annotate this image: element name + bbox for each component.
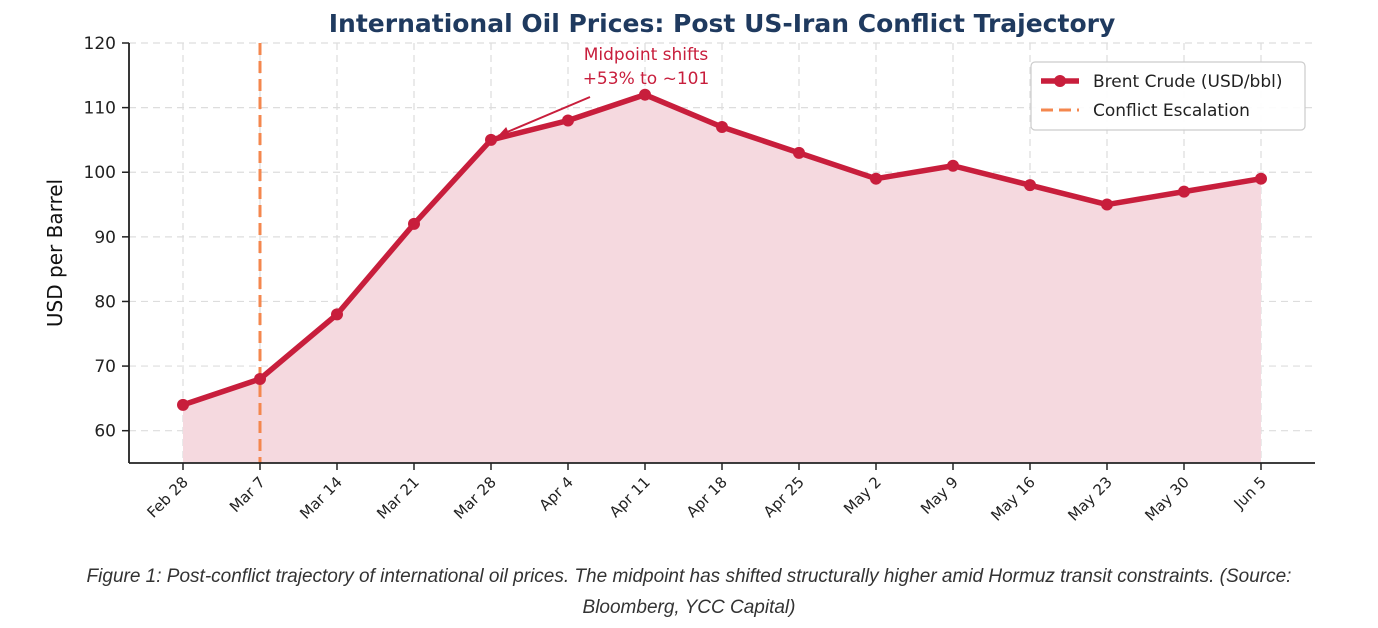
annotation: Midpoint shifts +53% to ~101 [497, 45, 710, 137]
x-tick-label: Feb 28 [143, 473, 191, 521]
data-point [1178, 185, 1190, 198]
x-axis-ticks: Feb 28 Mar 7 Mar 14 Mar 21 Mar 28 Apr 4 Apr 11… [143, 463, 1270, 525]
legend: Brent Crude (USD/bbl) Conflict Escalatio… [1030, 61, 1306, 131]
x-tick-label: Jun 5 [1230, 473, 1270, 513]
caption-line-1: Figure 1: Post-conflict trajectory of in… [86, 566, 1292, 587]
x-tick-label: Apr 25 [760, 473, 808, 521]
y-tick-label: 100 [84, 163, 116, 183]
x-tick-label: Mar 7 [226, 473, 269, 516]
y-tick-label: 110 [84, 99, 116, 119]
x-tick-label: Mar 28 [450, 473, 500, 523]
data-point [639, 88, 651, 101]
chart-title: International Oil Prices: Post US-Iran C… [329, 9, 1116, 38]
x-tick-label: May 30 [1141, 473, 1193, 525]
data-point [254, 373, 266, 385]
data-point [1024, 179, 1036, 192]
x-tick-label: May 9 [917, 473, 962, 518]
data-point [1255, 172, 1267, 185]
data-point [793, 146, 805, 159]
y-tick-label: 90 [94, 228, 116, 248]
data-point [177, 398, 189, 411]
x-tick-label: Mar 21 [373, 473, 423, 523]
area-fill [183, 94, 1261, 463]
y-tick-label: 60 [94, 422, 116, 442]
caption-line-2: Bloomberg, YCC Capital) [582, 597, 796, 618]
x-tick-label: Apr 4 [536, 473, 577, 514]
data-point [716, 121, 728, 133]
y-axis-label: USD per Barrel [43, 179, 67, 327]
y-tick-label: 120 [84, 34, 116, 54]
legend-label-conflict-escalation: Conflict Escalation [1093, 101, 1250, 121]
data-point [562, 114, 574, 127]
legend-marker-brent-crude [1054, 75, 1066, 87]
data-point [331, 308, 343, 321]
x-tick-label: Apr 11 [606, 473, 654, 521]
x-tick-label: May 23 [1064, 473, 1116, 525]
y-tick-label: 80 [94, 292, 116, 312]
oil-price-chart: International Oil Prices: Post US-Iran C… [43, 9, 1315, 525]
x-tick-label: Apr 18 [683, 473, 731, 521]
x-tick-label: Mar 14 [296, 473, 346, 523]
data-points [177, 88, 1267, 411]
annotation-text-line2: +53% to ~101 [583, 69, 710, 89]
annotation-arrow [497, 96, 591, 137]
data-point [408, 217, 420, 230]
annotation-arrowhead [498, 127, 511, 137]
data-point [1101, 198, 1113, 211]
data-point [947, 159, 959, 172]
x-tick-label: May 16 [987, 473, 1039, 525]
legend-label-brent-crude: Brent Crude (USD/bbl) [1093, 72, 1283, 92]
y-tick-label: 70 [94, 357, 116, 377]
y-axis-ticks: 60 70 80 90 100 110 120 [84, 34, 129, 442]
annotation-text-line1: Midpoint shifts [584, 45, 709, 65]
figure-caption: Figure 1: Post-conflict trajectory of in… [0, 561, 1378, 623]
x-tick-label: May 2 [840, 473, 885, 518]
legend-box [1030, 61, 1306, 131]
data-point [870, 172, 882, 185]
data-point [485, 133, 497, 146]
